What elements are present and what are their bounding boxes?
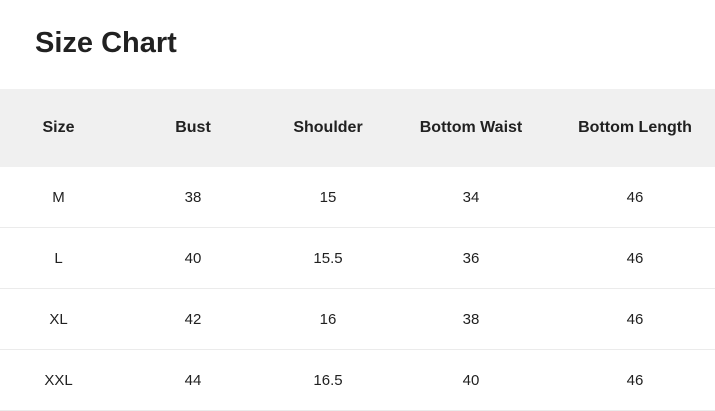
column-header-bottom-waist: Bottom Waist — [387, 89, 555, 167]
table-cell: 38 — [387, 288, 555, 350]
table-cell: L — [0, 227, 117, 289]
table-cell: 46 — [555, 349, 715, 411]
table-row: XL 42 16 38 46 — [0, 288, 715, 350]
table-cell: 16 — [269, 288, 387, 350]
table-cell: 46 — [555, 227, 715, 289]
table-cell: 36 — [387, 227, 555, 289]
table-cell: 38 — [117, 167, 269, 228]
table-cell: XXL — [0, 349, 117, 411]
table-row: XXL 44 16.5 40 46 — [0, 349, 715, 411]
table-header-row: Size Bust Shoulder Bottom Waist Bottom L… — [0, 89, 715, 167]
table-cell: 15.5 — [269, 227, 387, 289]
column-header-size: Size — [0, 89, 117, 167]
table-cell: M — [0, 167, 117, 228]
column-header-bottom-length: Bottom Length — [555, 89, 715, 167]
table-cell: 42 — [117, 288, 269, 350]
column-header-bust: Bust — [117, 89, 269, 167]
table-cell: 34 — [387, 167, 555, 228]
size-chart-table: Size Bust Shoulder Bottom Waist Bottom L… — [0, 89, 715, 411]
table-cell: 44 — [117, 349, 269, 411]
table-cell: 40 — [117, 227, 269, 289]
table-cell: XL — [0, 288, 117, 350]
table-row: L 40 15.5 36 46 — [0, 227, 715, 289]
table-cell: 40 — [387, 349, 555, 411]
table-cell: 15 — [269, 167, 387, 228]
page-title: Size Chart — [35, 27, 177, 59]
table-cell: 46 — [555, 288, 715, 350]
table-cell: 46 — [555, 167, 715, 228]
table-row: M 38 15 34 46 — [0, 167, 715, 228]
table-cell: 16.5 — [269, 349, 387, 411]
column-header-shoulder: Shoulder — [269, 89, 387, 167]
